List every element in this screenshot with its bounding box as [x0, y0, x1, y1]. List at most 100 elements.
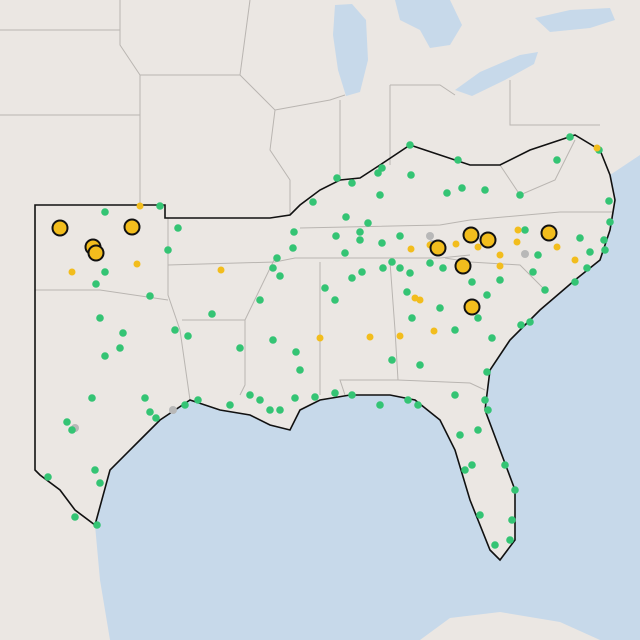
green-marker: [321, 284, 329, 292]
green-marker: [291, 394, 299, 402]
green-marker: [364, 219, 372, 227]
green-marker: [407, 171, 415, 179]
green-marker: [388, 356, 396, 364]
green-marker: [342, 213, 350, 221]
green-marker: [141, 394, 149, 402]
green-marker: [534, 251, 542, 259]
lake-michigan: [333, 4, 368, 96]
green-marker: [194, 396, 202, 404]
green-marker: [146, 292, 154, 300]
large-marker: [123, 218, 141, 236]
green-marker: [416, 361, 424, 369]
green-marker: [461, 466, 469, 474]
green-marker: [164, 246, 172, 254]
green-marker: [146, 408, 154, 416]
green-marker: [156, 202, 164, 210]
green-marker: [511, 486, 519, 494]
yellow-marker: [452, 240, 460, 248]
green-marker: [396, 264, 404, 272]
green-marker: [376, 401, 384, 409]
green-marker: [256, 396, 264, 404]
yellow-marker: [514, 226, 522, 234]
lake-ontario: [535, 8, 615, 32]
green-marker: [501, 461, 509, 469]
large-marker: [540, 224, 558, 242]
green-marker: [171, 326, 179, 334]
large-marker: [462, 226, 480, 244]
green-marker: [289, 244, 297, 252]
green-marker: [63, 418, 71, 426]
yellow-marker: [396, 332, 404, 340]
island: [420, 612, 600, 640]
green-marker: [516, 191, 524, 199]
green-marker: [378, 164, 386, 172]
yellow-marker: [316, 334, 324, 342]
gray-marker: [426, 232, 434, 240]
green-marker: [68, 426, 76, 434]
green-marker: [269, 264, 277, 272]
yellow-marker: [571, 256, 579, 264]
green-marker: [605, 197, 613, 205]
green-marker: [526, 318, 534, 326]
green-marker: [517, 321, 525, 329]
yellow-marker: [217, 266, 225, 274]
green-marker: [506, 536, 514, 544]
green-marker: [331, 296, 339, 304]
green-marker: [332, 232, 340, 240]
green-marker: [458, 184, 466, 192]
green-marker: [468, 461, 476, 469]
green-marker: [483, 368, 491, 376]
green-marker: [474, 314, 482, 322]
green-marker: [269, 336, 277, 344]
green-marker: [208, 310, 216, 318]
large-marker: [429, 239, 447, 257]
green-marker: [481, 186, 489, 194]
green-marker: [521, 226, 529, 234]
green-marker: [184, 332, 192, 340]
green-marker: [96, 479, 104, 487]
gray-marker: [521, 250, 529, 258]
yellow-marker: [133, 260, 141, 268]
yellow-marker: [496, 262, 504, 270]
green-marker: [101, 268, 109, 276]
green-marker: [266, 406, 274, 414]
green-marker: [436, 304, 444, 312]
yellow-marker: [513, 238, 521, 246]
yellow-marker: [474, 243, 482, 251]
green-marker: [174, 224, 182, 232]
green-marker: [476, 511, 484, 519]
green-marker: [378, 239, 386, 247]
green-marker: [331, 389, 339, 397]
green-marker: [491, 541, 499, 549]
green-marker: [406, 269, 414, 277]
green-marker: [276, 406, 284, 414]
green-marker: [443, 189, 451, 197]
green-marker: [571, 278, 579, 286]
yellow-marker: [68, 268, 76, 276]
green-marker: [116, 344, 124, 352]
green-marker: [311, 393, 319, 401]
green-marker: [88, 394, 96, 402]
green-marker: [451, 391, 459, 399]
green-marker: [348, 391, 356, 399]
green-marker: [356, 236, 364, 244]
yellow-marker: [366, 333, 374, 341]
green-marker: [408, 314, 416, 322]
green-marker: [576, 234, 584, 242]
green-marker: [481, 396, 489, 404]
yellow-marker: [593, 144, 601, 152]
green-marker: [348, 274, 356, 282]
green-marker: [181, 401, 189, 409]
large-marker: [51, 219, 69, 237]
state-lines: [0, 0, 612, 401]
green-marker: [404, 396, 412, 404]
large-marker: [479, 231, 497, 249]
yellow-marker: [430, 327, 438, 335]
green-marker: [296, 366, 304, 374]
green-marker: [451, 326, 459, 334]
green-marker: [152, 414, 160, 422]
lake-huron: [395, 0, 462, 48]
green-marker: [226, 401, 234, 409]
green-marker: [256, 296, 264, 304]
